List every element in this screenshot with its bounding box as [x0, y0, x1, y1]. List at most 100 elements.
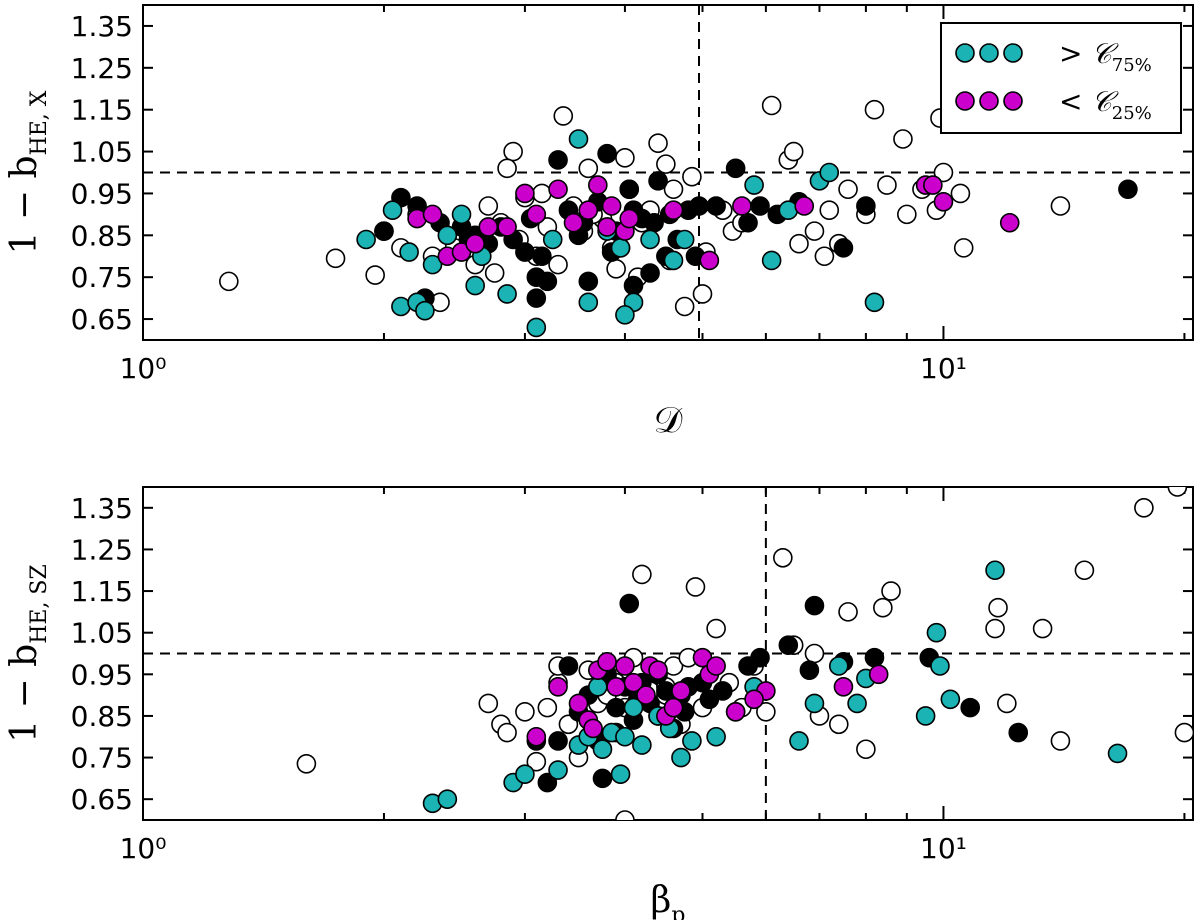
- point-low: [868, 664, 889, 685]
- point-low: [597, 652, 617, 672]
- y-tick-label: 0.65: [71, 783, 133, 816]
- point-high: [548, 760, 568, 780]
- y-axis-label: 1 − bHE, SZ: [4, 564, 52, 743]
- point-other: [706, 618, 726, 639]
- point-other: [606, 259, 626, 279]
- point-other: [864, 99, 885, 120]
- point-high: [451, 204, 472, 225]
- y-tick-label: 1.05: [71, 617, 133, 650]
- point-high: [778, 200, 799, 220]
- point-mid: [833, 238, 854, 258]
- point-low: [563, 212, 584, 233]
- point-other: [838, 602, 858, 622]
- point-low: [568, 693, 589, 714]
- point-other: [814, 246, 835, 267]
- point-other: [873, 597, 893, 618]
- point-low: [619, 208, 640, 229]
- point-low: [671, 681, 691, 701]
- point-mid: [1008, 722, 1029, 743]
- y-tick-label: 1.35: [71, 492, 133, 525]
- legend-marker-high: [1003, 43, 1023, 63]
- point-high: [706, 726, 726, 747]
- point-high: [915, 706, 936, 726]
- point-low: [583, 718, 603, 739]
- point-high: [864, 292, 885, 313]
- point-mid: [799, 660, 820, 680]
- point-low: [548, 676, 568, 697]
- y-tick-label: 0.65: [71, 303, 133, 336]
- x-tick-label: 10⁰: [120, 832, 167, 865]
- point-mid: [648, 171, 668, 191]
- point-mid: [558, 656, 579, 676]
- y-tick-label: 0.75: [71, 261, 133, 294]
- point-other: [773, 547, 793, 568]
- point-high: [615, 726, 635, 747]
- point-other: [1134, 498, 1154, 518]
- point-low: [526, 204, 547, 225]
- point-low: [732, 196, 752, 216]
- legend: > 𝒞75% < 𝒞25%: [940, 22, 1182, 134]
- point-low: [833, 676, 854, 697]
- y-tick-label: 1.25: [71, 533, 133, 566]
- point-other: [526, 751, 547, 772]
- point-other: [325, 248, 346, 269]
- point-other: [950, 183, 971, 204]
- legend-label-low: < 𝒞25%: [1059, 85, 1152, 124]
- point-high: [610, 764, 631, 785]
- point-mid: [1118, 179, 1138, 200]
- point-other: [985, 618, 1005, 639]
- point-other: [1174, 722, 1193, 743]
- point-other: [532, 183, 552, 204]
- point-other: [789, 233, 809, 254]
- point-other: [893, 129, 913, 149]
- legend-box: [940, 22, 1182, 134]
- point-high: [578, 292, 599, 313]
- point-low: [663, 697, 684, 718]
- point-low: [744, 689, 764, 710]
- point-other: [828, 714, 849, 735]
- point-low: [933, 192, 954, 212]
- point-other: [804, 643, 825, 664]
- point-other: [478, 196, 499, 216]
- point-other: [897, 204, 917, 225]
- point-low: [615, 656, 635, 676]
- legend-marker-low: [979, 91, 999, 111]
- point-low: [597, 217, 617, 237]
- point-mid: [856, 196, 876, 216]
- point-other: [648, 133, 668, 153]
- point-high: [382, 200, 403, 220]
- point-other: [692, 284, 713, 304]
- point-other: [484, 263, 505, 283]
- point-mid: [750, 647, 770, 668]
- point-low: [663, 200, 684, 220]
- point-mid: [515, 242, 535, 262]
- point-other: [578, 158, 599, 179]
- point-other: [881, 581, 901, 601]
- point-high: [422, 254, 443, 275]
- point-other: [663, 179, 684, 200]
- point-high: [542, 229, 563, 250]
- point-high: [588, 676, 608, 697]
- point-other: [615, 148, 635, 168]
- legend-label-high: > 𝒞75%: [1059, 37, 1152, 76]
- point-mid: [640, 263, 660, 283]
- point-high: [640, 229, 660, 250]
- point-other: [548, 254, 568, 275]
- point-other: [877, 175, 897, 195]
- x-axis-label: βp: [651, 880, 686, 920]
- point-other: [856, 739, 876, 760]
- point-high: [682, 731, 702, 751]
- bottom-panel: 0.65 0.75 0.85 0.95 1.05 1.15 1.25 1.35 10⁰ 10¹ βp…: [4, 486, 1194, 920]
- point-mid: [712, 681, 733, 701]
- point-low: [699, 250, 720, 271]
- point-mid: [597, 143, 617, 164]
- point-high: [610, 238, 631, 258]
- point-other: [497, 722, 517, 743]
- point-high: [930, 656, 950, 676]
- point-high: [804, 693, 825, 714]
- point-high: [789, 731, 809, 751]
- point-mid: [738, 212, 758, 233]
- point-other: [1050, 731, 1071, 751]
- point-other: [819, 200, 840, 220]
